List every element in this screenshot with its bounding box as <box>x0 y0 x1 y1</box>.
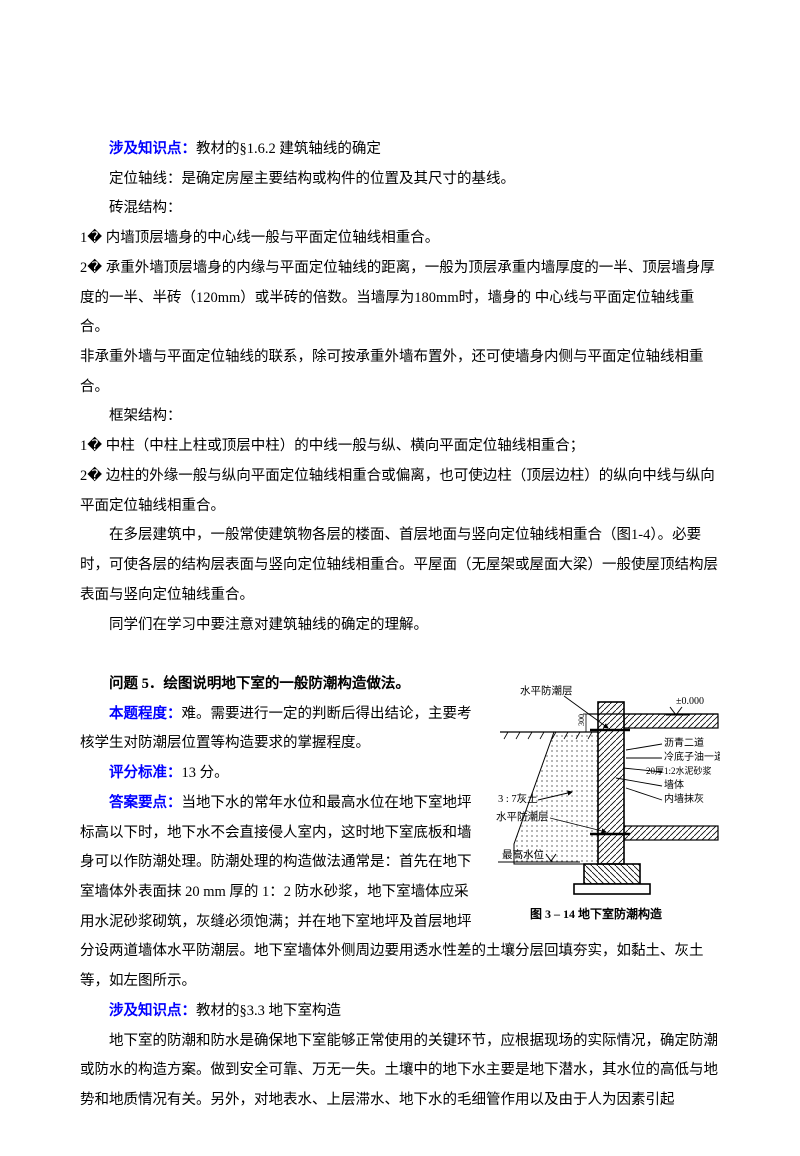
p-frame-1: 1� 中柱（中柱上柱或顶层中柱）的中线一般与纵、横向平面定位轴线相重合； <box>80 432 720 462</box>
kp-label: 涉及知识点： <box>109 141 196 157</box>
label-r5: 内墙抹灰 <box>664 792 704 805</box>
level-mark: ±0.000 <box>676 696 704 707</box>
label-top-layer: 水平防潮层 <box>520 684 573 697</box>
p-axis-def: 定位轴线：是确定房屋主要结构或构件的位置及其尺寸的基线。 <box>80 165 720 195</box>
label-mid-layer: 水平防潮层 <box>496 810 549 823</box>
p-brick-1: 1� 内墙顶层墙身的中心线一般与平面定位轴线相重合。 <box>80 224 720 254</box>
q5-kp-text: 教材的§3.3 地下室构造 <box>196 1003 341 1019</box>
document-page: 涉及知识点：教材的§1.6.2 建筑轴线的确定 定位轴线：是确定房屋主要结构或构… <box>0 0 800 1156</box>
label-r4: 墙体 <box>664 778 684 791</box>
label-r3: 20厚1:2水泥砂浆 <box>646 765 712 776</box>
kp-text: 教材的§1.6.2 建筑轴线的确定 <box>196 141 381 157</box>
q5-score-label: 评分标准： <box>109 765 182 781</box>
figure-caption: 图 3 – 14 地下室防潮构造 <box>530 906 663 921</box>
p-frame-2: 2� 边柱的外缘一般与纵向平面定位轴线相重合或偏离，也可使边柱（顶层边柱）的纵向… <box>80 462 720 521</box>
spacer <box>80 640 720 670</box>
label-r1: 沥青二道 <box>664 736 704 749</box>
q5-kp-label: 涉及知识点： <box>109 1003 196 1019</box>
q5-score-text: 13 分。 <box>182 765 229 781</box>
p-note: 同学们在学习中要注意对建筑轴线的确定的理解。 <box>80 611 720 641</box>
figure-3-14: ±0.000 水平防潮层 300 3 : 7灰土 水平防潮层 <box>490 674 720 924</box>
label-max-water: 最高水位 <box>502 848 544 861</box>
question-5-block: ±0.000 水平防潮层 300 3 : 7灰土 水平防潮层 <box>80 670 720 1116</box>
label-r2: 冷底子油一道 <box>664 750 720 763</box>
q5-ans-label: 答案要点： <box>109 795 182 811</box>
p-frame-title: 框架结构： <box>80 402 720 432</box>
q5-kp: 涉及知识点：教材的§3.3 地下室构造 <box>80 997 720 1027</box>
knowledge-point: 涉及知识点：教材的§1.6.2 建筑轴线的确定 <box>80 135 720 165</box>
dim-300: 300 <box>577 714 586 726</box>
q5-p1: 地下室的防潮和防水是确保地下室能够正常使用的关键环节，应根据现场的实际情况，确定… <box>80 1027 720 1116</box>
p-brick-title: 砖混结构： <box>80 194 720 224</box>
p-brick-2: 2� 承重外墙顶层墙身的内缘与平面定位轴线的距离，一般为顶层承重内墙厚度的一半、… <box>80 254 720 343</box>
q5-diff-label: 本题程度： <box>109 706 182 722</box>
p-nonbearing: 非承重外墙与平面定位轴线的联系，除可按承重外墙布置外，还可使墙身内侧与平面定位轴… <box>80 343 720 402</box>
label-ratio: 3 : 7灰土 <box>498 792 538 805</box>
p-multistorey: 在多层建筑中，一般常使建筑物各层的楼面、首层地面与竖向定位轴线相重合（图1-4）… <box>80 521 720 610</box>
basement-diagram: ±0.000 水平防潮层 300 3 : 7灰土 水平防潮层 <box>490 674 720 924</box>
